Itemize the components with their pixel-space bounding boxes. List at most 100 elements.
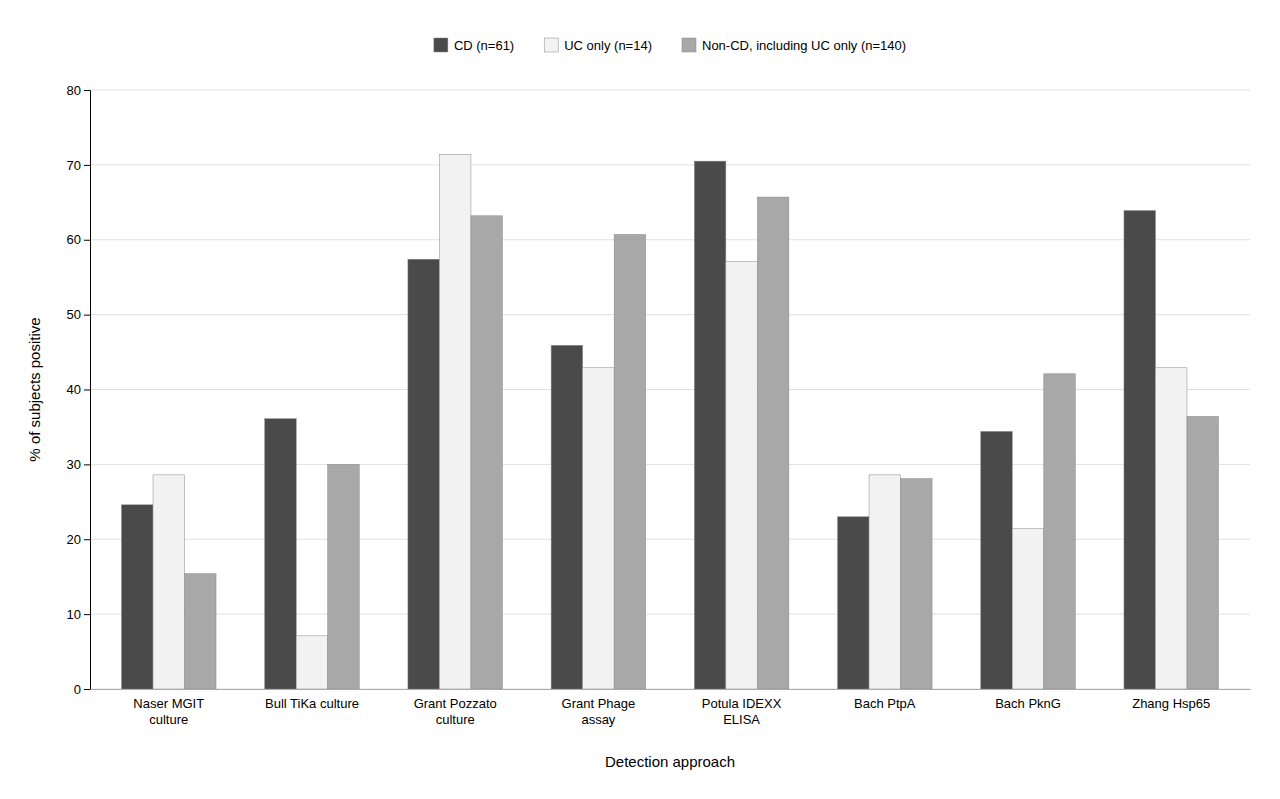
tick: Naser MGITculture: [133, 696, 204, 727]
bar: [1187, 416, 1219, 689]
tick: Zhang Hsp65: [1132, 696, 1210, 711]
tick-mark: [84, 165, 90, 166]
tick-label: Bach PtpA: [854, 696, 916, 711]
tick-mark: [84, 539, 90, 540]
bar: [328, 464, 360, 689]
tick-label: 0: [74, 682, 81, 697]
tick-label: Grant Pozzatoculture: [414, 696, 497, 727]
x-axis: Naser MGITculture Bull TiKa culture Grant …: [91, 690, 1251, 727]
tick: 70: [67, 158, 90, 173]
legend-swatch: [682, 38, 696, 52]
tick: 60: [67, 232, 90, 247]
grid-line: [90, 389, 1250, 390]
bar: [583, 368, 615, 689]
bars: [122, 154, 1219, 689]
bar: [901, 479, 933, 689]
grid-line: [90, 164, 1250, 165]
bar: [757, 197, 789, 689]
bar-series: [185, 197, 1219, 689]
tick: Bach PknG: [995, 696, 1061, 711]
tick: 40: [67, 382, 90, 397]
bar: [838, 517, 870, 689]
tick: 50: [67, 307, 90, 322]
bar: [439, 154, 471, 689]
tick-label: 60: [67, 232, 81, 247]
bar: [1012, 529, 1044, 689]
grid-line: [90, 239, 1250, 240]
tick-label-line: Bach PknG: [995, 696, 1061, 711]
legend-item: CD (n=61): [434, 38, 514, 53]
tick-label-line: Bull TiKa culture: [265, 696, 359, 711]
x-axis-title: Detection approach: [605, 753, 735, 770]
tick-label: Bull TiKa culture: [265, 696, 359, 711]
tick: 80: [67, 83, 90, 98]
axis-line: [91, 689, 1251, 690]
tick-mark: [84, 240, 90, 241]
legend-swatch: [434, 38, 448, 52]
bar: [153, 475, 185, 689]
tick-label-line: Potula IDEXX: [702, 696, 782, 711]
tick-label-line: Bach PtpA: [854, 696, 916, 711]
bar: [265, 419, 297, 689]
tick: 10: [67, 607, 90, 622]
bar: [185, 574, 217, 689]
tick: Grant Phageassay: [562, 696, 636, 727]
tick: 20: [67, 532, 90, 547]
tick-mark: [84, 390, 90, 391]
bar: [296, 636, 328, 689]
bar: [551, 345, 583, 689]
tick-label-line: Grant Phage: [562, 696, 636, 711]
bar: [981, 431, 1013, 689]
tick-label: 10: [67, 607, 81, 622]
bar: [726, 261, 758, 689]
legend-swatch: [544, 38, 558, 52]
bar: [122, 505, 154, 689]
axis-line: [84, 91, 91, 690]
tick-label: 30: [67, 457, 81, 472]
bar-series: [153, 154, 1187, 689]
legend-item: UC only (n=14): [544, 38, 652, 53]
tick-label: Naser MGITculture: [133, 696, 204, 727]
bar-series: [122, 161, 1156, 689]
tick-mark: [84, 689, 90, 690]
bar: [1044, 374, 1076, 689]
legend-label: UC only (n=14): [564, 38, 652, 53]
tick: Bach PtpA: [854, 696, 916, 711]
tick: Grant Pozzatoculture: [414, 696, 497, 727]
bar: [1124, 211, 1156, 689]
bar: [408, 259, 440, 689]
y-axis: 0 10 20 30 40 50 60 70 80: [67, 83, 91, 697]
tick-label: 40: [67, 382, 81, 397]
tick-mark: [84, 315, 90, 316]
tick-label-line: culture: [436, 712, 475, 727]
legend-item: Non-CD, including UC only (n=140): [682, 38, 906, 53]
tick-label-line: Zhang Hsp65: [1132, 696, 1210, 711]
grid-line: [90, 464, 1250, 465]
tick-label: 80: [67, 83, 81, 98]
grid-line: [90, 689, 1250, 690]
bar: [471, 216, 503, 689]
grid-line: [90, 614, 1250, 615]
tick: 0: [74, 682, 90, 697]
tick-label: 70: [67, 158, 81, 173]
tick-label-line: assay: [581, 712, 615, 727]
tick-label-line: Grant Pozzato: [414, 696, 497, 711]
chart: 0 10 20 30 40 50 60 70 80 Naser MGITculture Bull T…: [0, 0, 1280, 799]
tick-label: Grant Phageassay: [562, 696, 636, 727]
bar: [694, 161, 726, 689]
tick-label: Zhang Hsp65: [1132, 696, 1210, 711]
legend-label: Non-CD, including UC only (n=140): [702, 38, 906, 53]
tick-label: Potula IDEXXELISA: [702, 696, 782, 727]
grid-line: [90, 539, 1250, 540]
tick-label-line: culture: [149, 712, 188, 727]
bar: [614, 235, 646, 689]
legend-label: CD (n=61): [454, 38, 514, 53]
tick: Potula IDEXXELISA: [702, 696, 782, 727]
tick-mark: [84, 614, 90, 615]
tick-label: 20: [67, 532, 81, 547]
y-axis-title: % of subjects positive: [26, 317, 43, 461]
bar: [1155, 368, 1187, 689]
bar: [869, 475, 901, 689]
grid-line: [90, 90, 1250, 91]
tick-mark: [84, 90, 90, 91]
